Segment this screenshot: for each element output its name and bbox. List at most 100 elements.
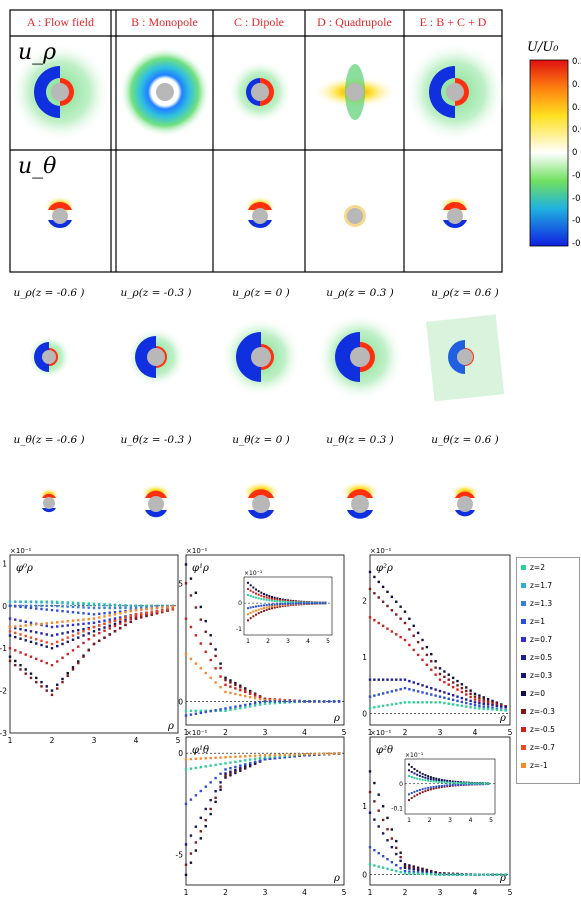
data-point	[288, 755, 291, 758]
data-point	[61, 620, 64, 623]
inset-point	[435, 779, 438, 782]
data-point	[248, 692, 252, 695]
inset-point	[459, 783, 462, 786]
inset-x-tick: 3	[286, 638, 290, 645]
data-point	[61, 632, 64, 635]
data-point	[194, 634, 198, 637]
data-point	[108, 618, 111, 621]
x-axis-label: ρ	[333, 873, 340, 884]
data-point	[403, 610, 407, 613]
data-point	[50, 601, 54, 604]
legend-marker	[521, 564, 526, 570]
data-point	[469, 699, 472, 703]
data-point	[234, 681, 237, 685]
data-point	[368, 845, 372, 849]
data-point	[395, 864, 398, 867]
data-point	[199, 816, 203, 820]
data-point	[209, 812, 212, 816]
x-tick-label: 2	[50, 736, 55, 745]
inset-point	[281, 602, 284, 605]
data-point	[456, 688, 459, 691]
data-point	[209, 658, 212, 662]
inset-point	[413, 776, 416, 779]
plot-frame	[185, 736, 345, 886]
data-point	[140, 614, 143, 617]
inset-point	[473, 782, 476, 785]
data-point	[368, 863, 372, 866]
inset-point	[265, 594, 268, 597]
data-point	[368, 570, 372, 574]
data-point	[253, 754, 257, 757]
inset-point	[260, 594, 263, 597]
multiplier-label: ×10⁻¹	[186, 547, 207, 555]
panel-label: φ²ρ	[376, 563, 393, 574]
data-point	[214, 796, 217, 800]
x-tick-label: 5	[176, 736, 181, 745]
field-E-urho	[405, 42, 505, 142]
data-point	[71, 630, 75, 633]
data-point	[258, 697, 262, 701]
inset-point	[279, 598, 281, 601]
data-point	[500, 705, 503, 708]
data-point	[50, 608, 54, 612]
data-point	[504, 709, 507, 712]
data-point	[103, 629, 106, 632]
legend-marker	[521, 600, 526, 606]
inset-point	[416, 789, 419, 792]
data-point	[443, 691, 446, 694]
y-tick-label: -5	[176, 851, 184, 860]
inset-point	[440, 786, 443, 789]
data-point	[29, 655, 33, 658]
data-point	[184, 563, 188, 566]
data-point	[234, 765, 237, 769]
data-point	[234, 692, 237, 696]
inset-point	[273, 603, 276, 606]
inset-point	[443, 781, 446, 784]
data-point	[124, 604, 127, 607]
data-point	[381, 832, 385, 835]
legend-label: z=0.5	[530, 652, 553, 662]
legend-label: z=0.3	[530, 670, 553, 680]
inset-point	[265, 608, 268, 611]
data-point	[425, 645, 429, 649]
data-point	[447, 697, 450, 700]
data-point	[35, 657, 38, 661]
data-point	[253, 701, 257, 705]
data-point	[408, 679, 411, 683]
inset-point	[257, 605, 260, 608]
y-tick-label: -1	[0, 644, 7, 653]
data-point	[40, 604, 43, 608]
data-point	[66, 671, 69, 675]
data-point	[103, 626, 106, 629]
inset-point	[451, 781, 454, 784]
x-tick-label: 3	[263, 728, 268, 737]
inset-point	[273, 606, 276, 609]
data-point	[171, 605, 174, 608]
data-point	[268, 702, 272, 705]
legend-marker	[521, 690, 526, 696]
zslice-urho-m03	[126, 327, 186, 387]
legend-item: z=1	[517, 612, 579, 630]
inset-point	[271, 607, 273, 610]
inset-x-tick: 4	[306, 638, 310, 645]
inset-point	[410, 792, 413, 795]
data-point	[395, 689, 398, 692]
inset-point	[462, 782, 465, 785]
data-point	[408, 872, 411, 875]
inset-point	[260, 610, 263, 613]
data-point	[482, 698, 485, 701]
data-point	[399, 859, 402, 863]
data-point	[451, 694, 455, 697]
data-point	[421, 869, 424, 873]
legend-item: z=0.3	[517, 666, 579, 684]
data-point	[465, 693, 468, 696]
x-tick-label: 4	[473, 728, 478, 737]
data-point	[219, 666, 222, 670]
inset-point	[424, 774, 427, 777]
data-point	[434, 673, 437, 676]
data-point	[219, 708, 222, 711]
data-point	[500, 873, 503, 876]
inset-point	[281, 605, 284, 608]
data-point	[244, 755, 247, 758]
data-point	[56, 609, 59, 612]
